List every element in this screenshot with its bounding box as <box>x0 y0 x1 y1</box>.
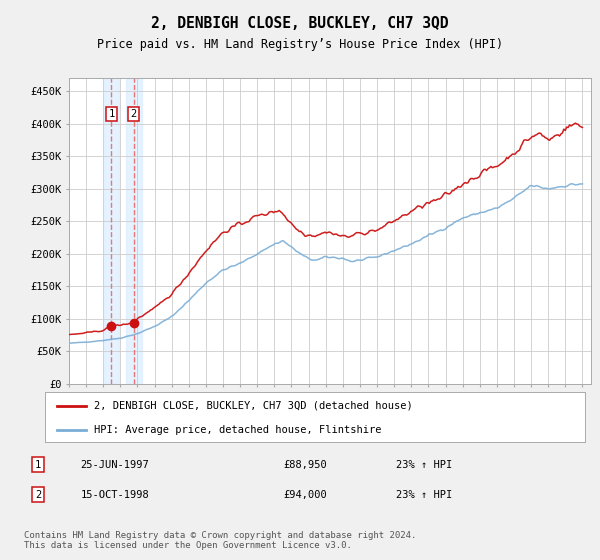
Text: Price paid vs. HM Land Registry’s House Price Index (HPI): Price paid vs. HM Land Registry’s House … <box>97 38 503 51</box>
Bar <box>126 78 142 384</box>
Text: 15-OCT-1998: 15-OCT-1998 <box>80 490 149 500</box>
Text: 23% ↑ HPI: 23% ↑ HPI <box>396 460 452 470</box>
Text: 25-JUN-1997: 25-JUN-1997 <box>80 460 149 470</box>
Text: Contains HM Land Registry data © Crown copyright and database right 2024.
This d: Contains HM Land Registry data © Crown c… <box>24 531 416 550</box>
Text: 2: 2 <box>35 490 41 500</box>
Text: 2, DENBIGH CLOSE, BUCKLEY, CH7 3QD (detached house): 2, DENBIGH CLOSE, BUCKLEY, CH7 3QD (deta… <box>94 400 412 410</box>
Text: 2: 2 <box>131 109 137 119</box>
Text: £94,000: £94,000 <box>283 490 327 500</box>
Text: £88,950: £88,950 <box>283 460 327 470</box>
Text: HPI: Average price, detached house, Flintshire: HPI: Average price, detached house, Flin… <box>94 425 381 435</box>
Bar <box>104 78 119 384</box>
Text: 2, DENBIGH CLOSE, BUCKLEY, CH7 3QD: 2, DENBIGH CLOSE, BUCKLEY, CH7 3QD <box>151 16 449 31</box>
Text: 1: 1 <box>35 460 41 470</box>
Text: 1: 1 <box>109 109 115 119</box>
Text: 23% ↑ HPI: 23% ↑ HPI <box>396 490 452 500</box>
